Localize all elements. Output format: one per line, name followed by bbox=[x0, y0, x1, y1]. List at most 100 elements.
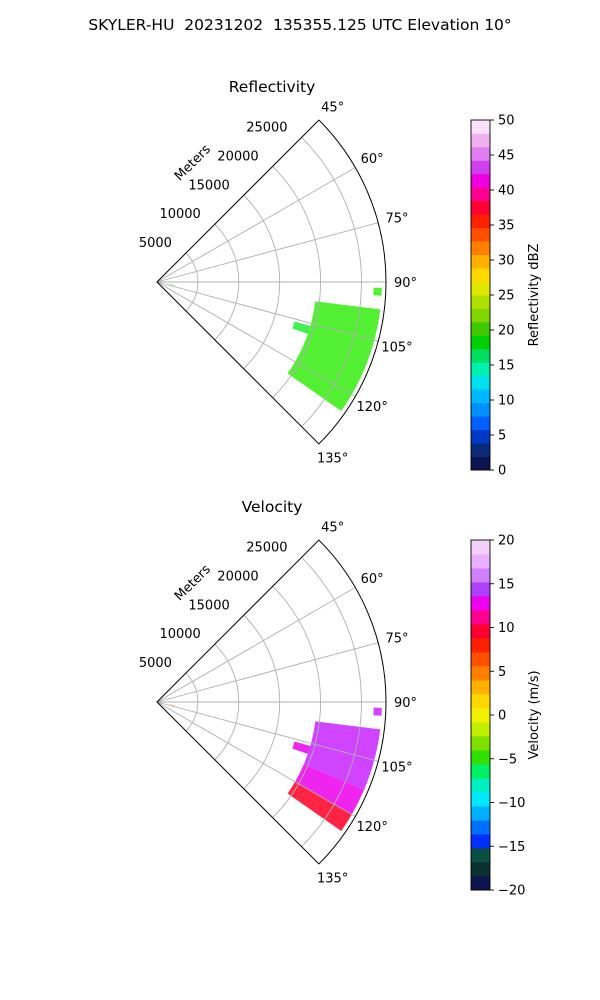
angle-tick-label: 45° bbox=[321, 520, 344, 535]
angle-tick-label: 120° bbox=[357, 400, 388, 415]
radial-tick-label: 15000 bbox=[188, 598, 229, 613]
colorbar-segment bbox=[471, 321, 490, 336]
colorbar-segment bbox=[471, 241, 490, 256]
colorbar-segment bbox=[471, 596, 490, 611]
azimuth-spoke bbox=[156, 587, 356, 703]
colorbar-segment bbox=[471, 416, 490, 431]
radial-tick-label: 5000 bbox=[139, 656, 172, 671]
colorbar-tick-label: 40 bbox=[498, 184, 515, 199]
echo-region bbox=[287, 781, 352, 832]
colorbar-tick-label: 30 bbox=[498, 254, 515, 269]
colorbar-segment bbox=[471, 146, 490, 161]
colorbar-segment bbox=[471, 187, 490, 202]
colorbar-segment bbox=[471, 624, 490, 639]
angle-tick-label: 105° bbox=[381, 340, 412, 355]
echo-region bbox=[303, 721, 381, 790]
sector-frame bbox=[156, 119, 387, 445]
colorbar-tick-label: −5 bbox=[498, 752, 517, 767]
colorbar-segment bbox=[471, 254, 490, 269]
echo-region bbox=[292, 741, 311, 754]
colorbar-tick-label: 15 bbox=[498, 359, 515, 374]
colorbar-segment bbox=[471, 335, 490, 350]
polar-chart-reflectivity: Reflectivity45°60°75°90°105°120°135°5000… bbox=[139, 78, 542, 479]
colorbar-segment bbox=[471, 227, 490, 242]
colorbar-segment bbox=[471, 652, 490, 667]
radial-tick-label: 20000 bbox=[217, 569, 258, 584]
colorbar-segment bbox=[471, 638, 490, 653]
colorbar-tick-label: 20 bbox=[498, 534, 515, 549]
angle-tick-label: 75° bbox=[385, 632, 408, 647]
chart-title: Reflectivity bbox=[229, 78, 316, 96]
colorbar-segment bbox=[471, 764, 490, 779]
azimuth-spoke bbox=[156, 701, 356, 817]
colorbar-tick-label: 50 bbox=[498, 114, 515, 129]
colorbar-segment bbox=[471, 568, 490, 583]
echo-layer bbox=[168, 284, 382, 412]
colorbar-tick-label: 35 bbox=[498, 219, 515, 234]
azimuth-spoke bbox=[156, 701, 379, 762]
colorbar-segment bbox=[471, 582, 490, 597]
figure-title: SKYLER-HU 20231202 135355.125 UTC Elevat… bbox=[88, 16, 512, 34]
radial-tick-label: 25000 bbox=[246, 540, 287, 555]
colorbar-segment bbox=[471, 308, 490, 323]
colorbar-label: Velocity (m/s) bbox=[527, 670, 542, 759]
colorbar-tick-label: 45 bbox=[498, 149, 515, 164]
colorbar-tick-label: −20 bbox=[498, 884, 525, 899]
azimuth-spoke bbox=[156, 167, 356, 283]
colorbar-tick-label: 5 bbox=[498, 665, 506, 680]
colorbar-segment bbox=[471, 834, 490, 849]
angle-tick-label: 45° bbox=[321, 100, 344, 115]
radial-tick-label: 15000 bbox=[188, 178, 229, 193]
grid-layer bbox=[156, 557, 386, 847]
colorbar-segment bbox=[471, 862, 490, 877]
azimuth-spoke bbox=[156, 281, 379, 342]
echo-region bbox=[292, 321, 311, 334]
colorbar-segment bbox=[471, 362, 490, 377]
colorbar-segment bbox=[471, 402, 490, 417]
colorbar-segment bbox=[471, 778, 490, 793]
colorbar-segment bbox=[471, 268, 490, 282]
colorbar-segment bbox=[471, 540, 490, 555]
colorbar-tick-label: 5 bbox=[498, 429, 506, 444]
radial-tick-label: 5000 bbox=[139, 236, 172, 251]
grid-layer bbox=[156, 137, 386, 427]
colorbar-tick-label: 25 bbox=[498, 289, 515, 304]
colorbar-segment bbox=[471, 160, 490, 175]
colorbar-segment bbox=[471, 295, 490, 309]
colorbar-segment bbox=[471, 736, 490, 751]
colorbar-segment bbox=[471, 708, 490, 723]
colorbar-segment bbox=[471, 456, 490, 471]
angle-tick-label: 120° bbox=[357, 820, 388, 835]
chart-title: Velocity bbox=[242, 498, 303, 516]
colorbar-segment bbox=[471, 876, 490, 891]
polar-chart-velocity: Velocity 45° 60° 75° 90° 105° 120° 135° 5000 1000… bbox=[139, 498, 542, 899]
sector-frame bbox=[156, 539, 387, 865]
colorbar-tick-label: −10 bbox=[498, 796, 525, 811]
colorbar-segment bbox=[471, 666, 490, 681]
angle-tick-label: 105° bbox=[381, 760, 412, 775]
colorbar-tick-label: 20 bbox=[498, 324, 515, 339]
colorbar-segment bbox=[471, 694, 490, 709]
colorbar-segment bbox=[471, 214, 490, 229]
colorbar-tick-label: 0 bbox=[498, 709, 506, 724]
echo-layer bbox=[168, 704, 382, 832]
echo-region bbox=[373, 707, 382, 716]
colorbar-segment bbox=[471, 375, 490, 390]
azimuth-spoke bbox=[156, 281, 356, 397]
radial-tick-label: 25000 bbox=[246, 120, 287, 135]
colorbar-segment bbox=[471, 680, 490, 695]
colorbar-segment bbox=[471, 389, 490, 404]
radial-tick-label: 10000 bbox=[159, 627, 200, 642]
colorbar: 0 5 10 15 20 25 30 35 40 45 50 Reflectivity dBZ bbox=[470, 114, 542, 479]
colorbar-segment bbox=[471, 281, 490, 296]
echo-region bbox=[287, 301, 381, 412]
colorbar-segment bbox=[471, 722, 490, 737]
colorbar-segment bbox=[471, 348, 490, 363]
angle-tick-label: 60° bbox=[361, 572, 384, 587]
colorbar-segment bbox=[471, 133, 490, 148]
azimuth-spoke bbox=[156, 222, 379, 283]
azimuth-spoke bbox=[156, 642, 379, 703]
colorbar-segment bbox=[471, 848, 490, 863]
